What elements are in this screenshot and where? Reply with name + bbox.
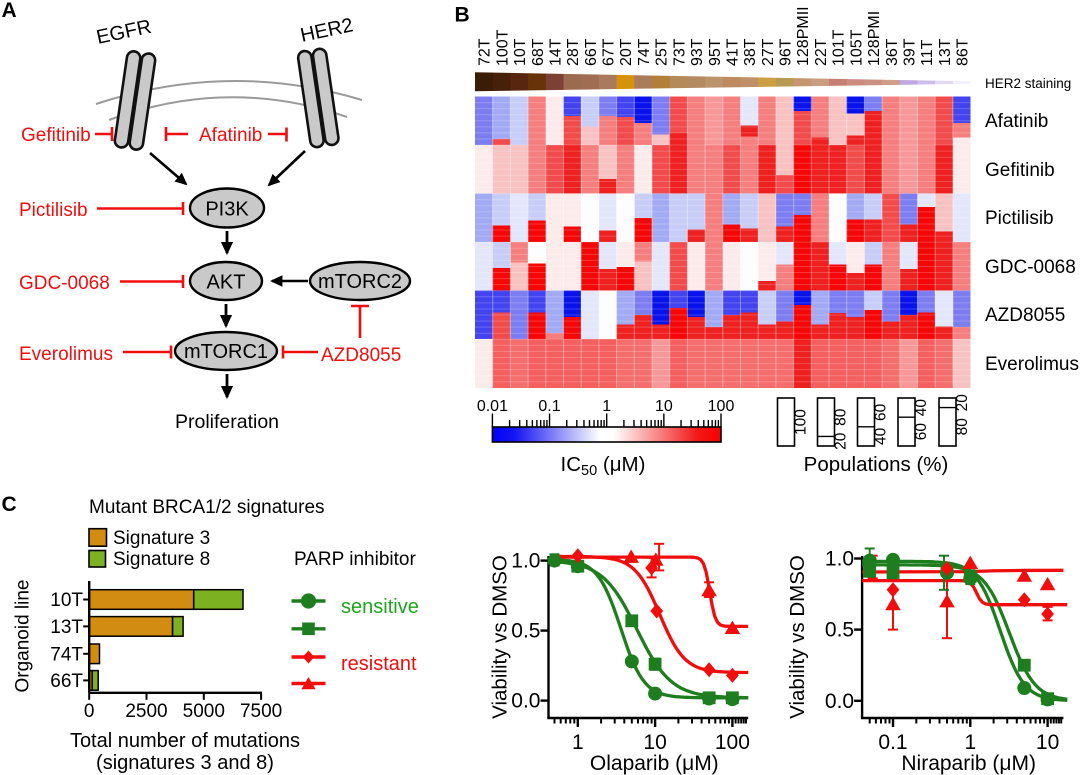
- svg-text:1.0: 1.0: [511, 550, 540, 573]
- svg-text:AZD8055: AZD8055: [985, 305, 1065, 326]
- svg-text:AZD8055: AZD8055: [321, 345, 401, 366]
- svg-text:Gefitinib: Gefitinib: [985, 160, 1055, 181]
- svg-text:13T: 13T: [937, 38, 954, 66]
- svg-text:67T: 67T: [601, 38, 618, 66]
- svg-text:38T: 38T: [742, 38, 759, 66]
- svg-text:66T: 66T: [50, 671, 83, 692]
- svg-text:Olaparib (μM): Olaparib (μM): [590, 752, 719, 775]
- svg-text:HER2 staining: HER2 staining: [985, 76, 1071, 91]
- svg-text:IC50 (μM): IC50 (μM): [561, 453, 646, 479]
- svg-text:41T: 41T: [724, 38, 741, 66]
- svg-text:Viability vs DMSO: Viability vs DMSO: [786, 555, 809, 719]
- svg-text:100: 100: [708, 398, 735, 415]
- svg-text:Populations (%): Populations (%): [804, 453, 949, 476]
- svg-text:28T: 28T: [565, 38, 582, 66]
- svg-text:PI3K: PI3K: [205, 199, 249, 221]
- svg-text:0.5: 0.5: [825, 619, 854, 642]
- svg-text:95T: 95T: [707, 38, 724, 66]
- svg-text:40: 40: [873, 427, 890, 445]
- svg-text:sensitive: sensitive: [341, 596, 419, 618]
- svg-text:25T: 25T: [654, 38, 671, 66]
- svg-text:Niraparib (μM): Niraparib (μM): [901, 752, 1036, 775]
- svg-text:mTORC1: mTORC1: [184, 341, 268, 363]
- svg-text:5000: 5000: [183, 701, 225, 722]
- svg-text:Everolimus: Everolimus: [19, 344, 113, 365]
- svg-text:Pictilisib: Pictilisib: [19, 200, 88, 221]
- svg-text:11T: 11T: [919, 39, 936, 66]
- svg-text:39T: 39T: [901, 38, 918, 66]
- svg-text:Signature 3: Signature 3: [113, 528, 210, 549]
- svg-text:Organoid line: Organoid line: [13, 579, 34, 692]
- svg-text:Proliferation: Proliferation: [175, 411, 279, 433]
- svg-text:128PMI: 128PMI: [866, 11, 883, 66]
- svg-text:20: 20: [833, 432, 850, 450]
- svg-text:40: 40: [913, 399, 930, 417]
- svg-text:Total number of mutations: Total number of mutations: [70, 730, 300, 752]
- svg-text:Afatinib: Afatinib: [985, 111, 1048, 132]
- svg-text:60: 60: [913, 423, 930, 441]
- svg-text:73T: 73T: [671, 38, 688, 66]
- svg-text:10: 10: [643, 731, 666, 754]
- svg-text:GDC-0068: GDC-0068: [985, 257, 1076, 278]
- svg-text:GDC-0068: GDC-0068: [19, 273, 110, 294]
- svg-text:74T: 74T: [50, 644, 83, 665]
- svg-text:0.1: 0.1: [878, 731, 907, 754]
- svg-text:Viability vs DMSO: Viability vs DMSO: [489, 555, 512, 719]
- svg-text:1: 1: [572, 731, 584, 754]
- svg-text:1.0: 1.0: [825, 548, 854, 571]
- svg-text:C: C: [2, 493, 17, 516]
- svg-text:0.1: 0.1: [538, 398, 560, 415]
- svg-text:10: 10: [1036, 731, 1059, 754]
- svg-text:Pictilisib: Pictilisib: [985, 208, 1054, 229]
- svg-text:B: B: [455, 4, 470, 27]
- svg-text:0.5: 0.5: [511, 620, 540, 643]
- svg-text:96T: 96T: [778, 38, 795, 66]
- svg-text:1: 1: [602, 398, 611, 415]
- svg-text:27T: 27T: [760, 38, 777, 66]
- svg-text:20T: 20T: [618, 38, 635, 66]
- svg-text:93T: 93T: [689, 38, 706, 66]
- svg-text:80: 80: [954, 418, 971, 436]
- svg-text:68T: 68T: [530, 38, 547, 66]
- svg-text:14T: 14T: [547, 38, 564, 66]
- svg-text:36T: 36T: [884, 38, 901, 66]
- svg-text:0: 0: [84, 701, 95, 722]
- svg-text:10T: 10T: [50, 590, 83, 611]
- svg-text:10T: 10T: [512, 38, 529, 66]
- svg-text:PARP inhibitor: PARP inhibitor: [294, 549, 416, 570]
- svg-text:A: A: [2, 0, 17, 22]
- svg-text:Signature 8: Signature 8: [113, 549, 210, 570]
- svg-text:60: 60: [873, 403, 890, 421]
- svg-text:101T: 101T: [831, 29, 848, 66]
- svg-text:20: 20: [954, 394, 971, 412]
- svg-text:22T: 22T: [813, 38, 830, 66]
- svg-text:100T: 100T: [494, 29, 511, 66]
- svg-text:Mutant BRCA1/2 signatures: Mutant BRCA1/2 signatures: [89, 497, 325, 518]
- svg-text:Gefitinib: Gefitinib: [21, 125, 91, 146]
- svg-text:2500: 2500: [125, 701, 167, 722]
- svg-text:Everolimus: Everolimus: [985, 354, 1079, 375]
- svg-text:80: 80: [833, 408, 850, 426]
- svg-text:72T: 72T: [477, 38, 494, 66]
- svg-text:mTORC2: mTORC2: [318, 271, 402, 293]
- svg-text:100: 100: [715, 731, 750, 754]
- svg-text:105T: 105T: [848, 29, 865, 66]
- svg-text:AKT: AKT: [207, 272, 246, 294]
- svg-text:0.0: 0.0: [511, 690, 540, 713]
- svg-text:0.01: 0.01: [477, 398, 508, 415]
- svg-text:0.0: 0.0: [825, 690, 854, 713]
- svg-text:1: 1: [964, 731, 976, 754]
- svg-text:66T: 66T: [583, 38, 600, 66]
- svg-text:10: 10: [655, 398, 673, 415]
- svg-text:100: 100: [793, 409, 810, 435]
- svg-text:128PMII: 128PMII: [795, 6, 812, 66]
- svg-text:resistant: resistant: [341, 653, 417, 675]
- svg-text:13T: 13T: [50, 617, 83, 638]
- svg-text:7500: 7500: [240, 701, 282, 722]
- svg-text:(signatures 3 and 8): (signatures 3 and 8): [96, 752, 274, 774]
- svg-text:Afatinib: Afatinib: [199, 125, 262, 146]
- svg-text:74T: 74T: [636, 38, 653, 66]
- svg-text:86T: 86T: [955, 38, 972, 66]
